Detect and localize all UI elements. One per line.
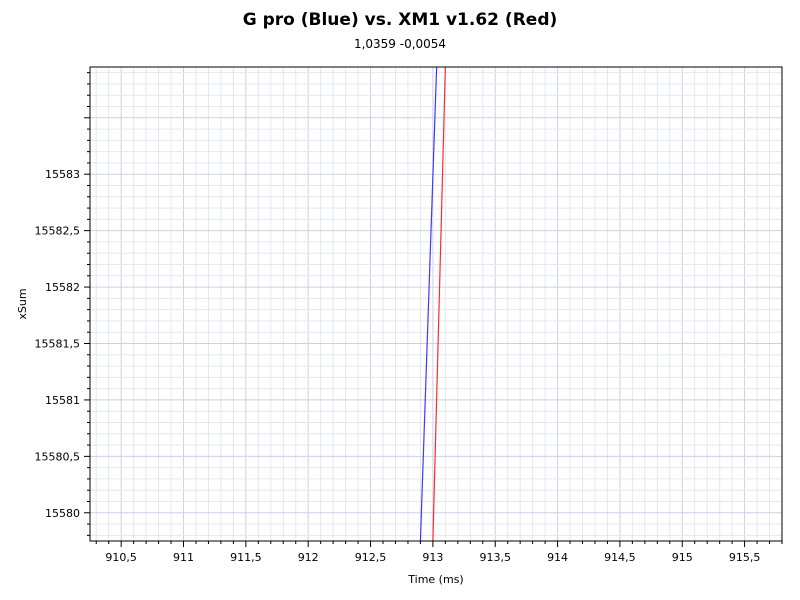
tick-labels: 910,5 911 911,5 912 912,5 913 913,5 914 914,5 915…: [35, 168, 761, 564]
chart-title: G pro (Blue) vs. XM1 v1.62 (Red): [242, 10, 558, 30]
y-tick-label: 15582,5: [35, 225, 81, 238]
series-line-2: [432, 66, 446, 542]
chart-subtitle: 1,0359 -0,0054: [353, 37, 447, 51]
x-tick-label: 912,5: [355, 551, 387, 564]
y-tick-label: 15580: [45, 507, 80, 520]
x-tick-label: 914: [547, 551, 568, 564]
x-tick-label: 912: [298, 551, 319, 564]
y-tick-label: 15582: [45, 281, 80, 294]
grid: [90, 67, 783, 541]
y-tick-label: 15581: [45, 394, 80, 407]
series-line-1: [419, 66, 438, 542]
y-tick-label: 15580,5: [35, 450, 81, 463]
series-layer: [419, 66, 446, 542]
x-tick-label: 915: [672, 551, 693, 564]
x-tick-label: 911,5: [230, 551, 262, 564]
y-tick-label: 15581,5: [35, 338, 81, 351]
y-tick-label: 15583: [45, 168, 80, 181]
x-tick-label: 915,5: [729, 551, 761, 564]
x-tick-label: 913,5: [479, 551, 511, 564]
x-tick-label: 911: [173, 551, 194, 564]
x-tick-label: 910,5: [105, 551, 137, 564]
plot-frame: [89, 66, 783, 542]
x-tick-label: 914,5: [604, 551, 636, 564]
y-axis-label: xSum: [16, 288, 29, 319]
ticks: [84, 72, 783, 547]
x-tick-label: 913: [422, 551, 443, 564]
x-axis-label: Time (ms): [407, 573, 463, 586]
